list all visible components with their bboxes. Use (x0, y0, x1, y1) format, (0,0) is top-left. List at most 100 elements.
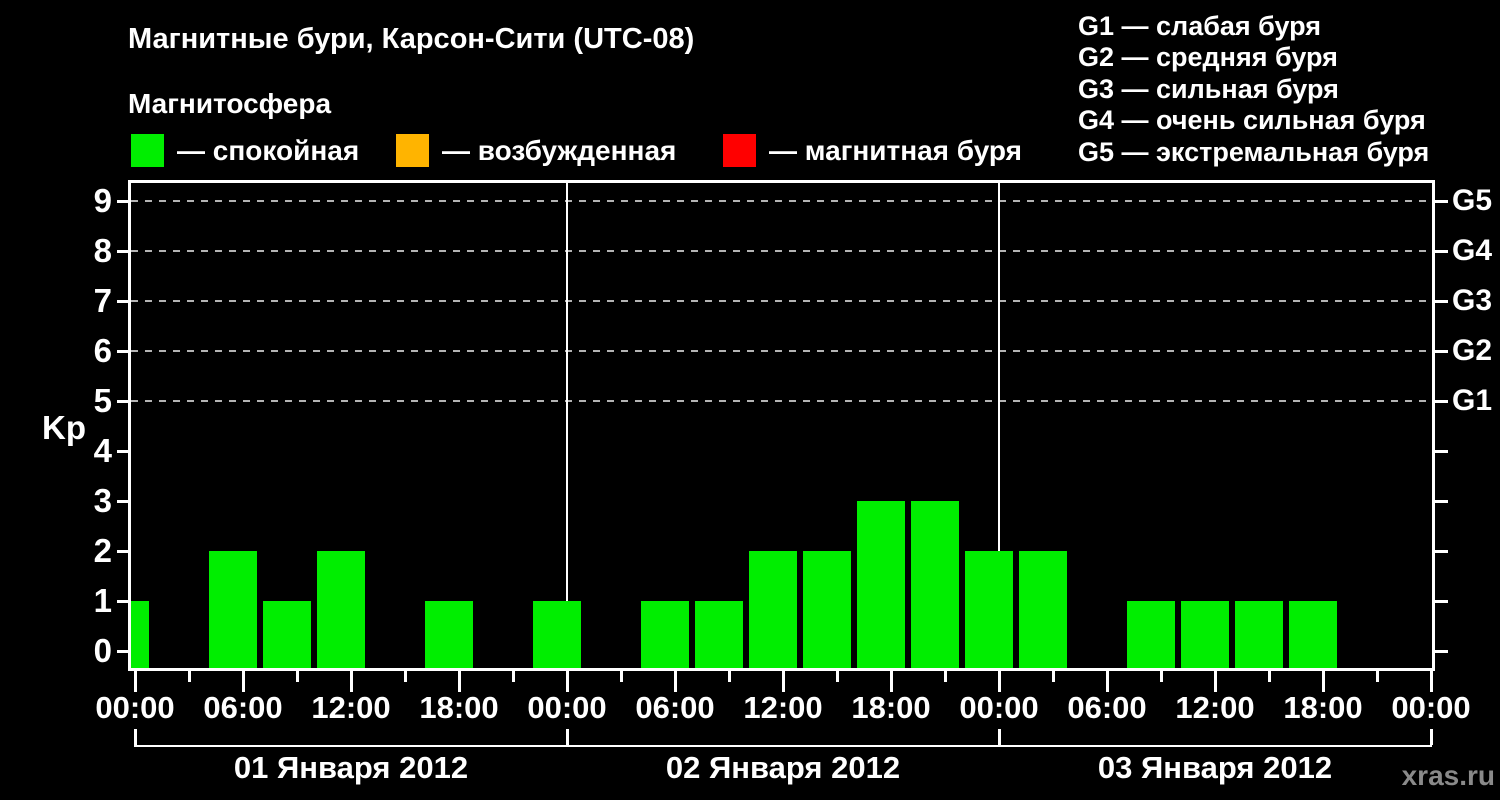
gridline-kp5 (131, 400, 1432, 402)
kp-bar (911, 501, 959, 668)
x-axis-tick (242, 671, 245, 692)
kp-bar (425, 601, 473, 668)
x-axis-tick (512, 671, 515, 682)
x-axis-tick (1160, 671, 1163, 682)
kp-bar (263, 601, 311, 668)
right-axis-tick (1435, 250, 1448, 253)
y-axis-tick (117, 200, 130, 203)
x-axis-tick (836, 671, 839, 682)
x-axis-tick (1376, 671, 1379, 682)
y-axis-label: 1 (93, 582, 112, 619)
kp-bar (1181, 601, 1229, 668)
legend-label-unsettled: — возбужденная (442, 135, 677, 166)
x-axis-label: 00:00 (1391, 690, 1471, 725)
y-axis-tick (117, 650, 130, 653)
x-axis-tick (620, 671, 623, 682)
g-level-label: G1 (1452, 384, 1493, 417)
x-axis-label: 12:00 (743, 690, 823, 725)
watermark: xras.ru (1401, 760, 1495, 791)
legend-swatch-unsettled (396, 134, 429, 167)
storm-scale-line-g5: G5 — экстремальная буря (1078, 136, 1430, 167)
x-axis-tick (188, 671, 191, 682)
y-axis-label: 9 (93, 182, 112, 219)
x-axis-tick (782, 671, 785, 692)
x-axis-label: 18:00 (419, 690, 499, 725)
x-axis-label: 06:00 (203, 690, 283, 725)
kp-bar (749, 551, 797, 668)
date-bracket-tick (134, 729, 137, 745)
kp-bar (1019, 551, 1067, 668)
y-axis-tick (117, 250, 130, 253)
x-axis-label: 18:00 (1283, 690, 1363, 725)
storm-scale-line-g2: G2 — средняя буря (1078, 42, 1338, 73)
x-axis-tick (296, 671, 299, 682)
g-level-label: G3 (1452, 284, 1493, 317)
y-axis-tick (117, 550, 130, 553)
y-axis-label: 5 (93, 382, 112, 419)
g-level-label: G2 (1452, 334, 1493, 367)
right-axis-tick (1435, 500, 1448, 503)
x-axis-tick (350, 671, 353, 692)
date-bracket-tick (566, 729, 569, 745)
kp-bar (131, 601, 149, 668)
date-label: 01 Января 2012 (233, 750, 469, 785)
y-axis-title: Kp (42, 409, 86, 446)
storm-scale-line-g1: G1 — слабая буря (1078, 11, 1322, 41)
y-axis-tick (117, 500, 130, 503)
gridline-kp8 (131, 250, 1432, 252)
x-axis-label: 18:00 (851, 690, 931, 725)
x-axis-tick (404, 671, 407, 682)
date-bracket (134, 745, 1432, 747)
x-axis-label: 06:00 (1067, 690, 1147, 725)
x-axis-tick (728, 671, 731, 682)
right-axis-tick (1435, 200, 1448, 203)
x-axis-tick (134, 671, 137, 692)
magnetosphere-legend-heading: Магнитосфера (128, 88, 332, 119)
kp-bar (965, 551, 1013, 668)
x-axis-tick (1214, 671, 1217, 692)
x-axis-tick (944, 671, 947, 682)
kp-bar (209, 551, 257, 668)
storm-scale-line-g3: G3 — сильная буря (1078, 73, 1339, 104)
y-axis-label: 0 (93, 632, 112, 669)
gridline-kp7 (131, 300, 1432, 302)
right-axis-tick (1435, 350, 1448, 353)
kp-bar (641, 601, 689, 668)
x-axis-label: 06:00 (635, 690, 715, 725)
plot-area (128, 180, 1435, 671)
day-divider (998, 183, 1000, 668)
date-bracket-tick (1430, 729, 1433, 745)
kp-bar (533, 601, 581, 668)
g-level-label: G4 (1452, 234, 1493, 267)
legend-swatch-quiet (131, 134, 164, 167)
right-axis-tick (1435, 300, 1448, 303)
right-axis-tick (1435, 550, 1448, 553)
legend-label-quiet: — спокойная (177, 135, 360, 166)
y-axis-label: 8 (93, 232, 112, 269)
x-axis-tick (458, 671, 461, 692)
x-axis-label: 00:00 (959, 690, 1039, 725)
x-axis-tick (998, 671, 1001, 692)
y-axis-label: 7 (93, 282, 112, 319)
y-axis-tick (117, 600, 130, 603)
kp-bar (695, 601, 743, 668)
date-bracket-tick (998, 729, 1001, 745)
y-axis-tick (117, 350, 130, 353)
date-label: 03 Января 2012 (1097, 750, 1333, 785)
y-axis-label: 3 (93, 482, 112, 519)
gridline-kp6 (131, 350, 1432, 352)
y-axis-tick (117, 400, 130, 403)
x-axis-tick (674, 671, 677, 692)
y-axis-tick (117, 450, 130, 453)
y-axis-label: 4 (93, 432, 112, 469)
x-axis-tick (1322, 671, 1325, 692)
storm-scale-legend: G1 — слабая буря G2 — средняя буря G3 — … (1078, 11, 1429, 168)
y-axis-label: 2 (93, 532, 112, 569)
storm-scale-line-g4: G4 — очень сильная буря (1078, 105, 1426, 136)
x-axis-tick (890, 671, 893, 692)
date-label: 02 Января 2012 (665, 750, 901, 785)
y-axis-tick (117, 300, 130, 303)
kp-bar (1289, 601, 1337, 668)
y-axis-label: 6 (93, 332, 112, 369)
